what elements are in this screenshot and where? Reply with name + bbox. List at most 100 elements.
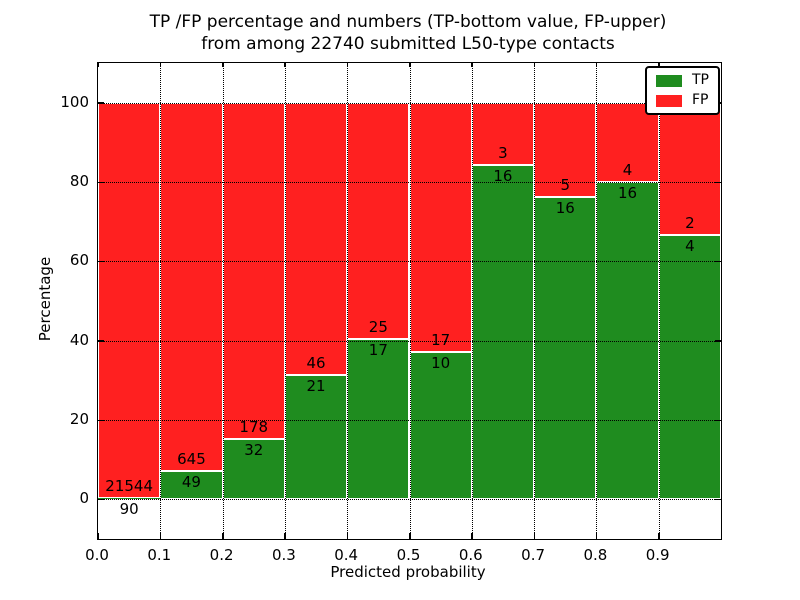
x-axis-label: Predicted probability [330, 563, 486, 581]
x-tick-mark [595, 63, 598, 67]
y-tick-mark [98, 340, 104, 342]
tp-count-label: 32 [244, 440, 264, 459]
x-tick-label: 0.7 [521, 546, 546, 564]
y-tick-label: 100 [60, 92, 89, 111]
plot-canvas: 21544 90 645 49 178 32 46 21 25 17 17 10 3 16 5 16 4 16 2 4 [98, 63, 721, 539]
legend-entry: TP [656, 73, 709, 88]
tp-bar-segment [409, 352, 472, 500]
x-tick-label: 0.6 [458, 546, 483, 564]
fp-bar-segment [284, 102, 348, 375]
tp-count-label: 16 [493, 167, 513, 186]
tp-count-label: 16 [555, 199, 575, 218]
x-tick-label: 0.0 [85, 546, 109, 564]
tp-count-label: 4 [685, 236, 695, 255]
legend-label: FP [692, 92, 709, 108]
chart-title: TP /FP percentage and numbers (TP-bottom… [8, 11, 800, 55]
y-tick-mark [715, 419, 721, 421]
fp-bar-segment [347, 102, 410, 339]
tp-count-label: 10 [431, 354, 451, 373]
chart-title-line2: from among 22740 submitted L50-type cont… [201, 34, 615, 54]
x-gridline [347, 63, 349, 539]
tp-count-label: 17 [368, 340, 388, 359]
x-gridline [658, 63, 660, 539]
legend-label: TP [692, 72, 709, 88]
x-tick-label: 0.3 [271, 546, 296, 564]
x-tick-mark [222, 533, 224, 539]
fp-count-label: 17 [431, 331, 451, 350]
x-tick-label: 0.9 [645, 546, 670, 564]
fp-count-label: 21544 [105, 476, 153, 495]
fp-count-label: 5 [560, 176, 571, 195]
x-gridline [409, 63, 411, 539]
legend: TP FP [645, 66, 720, 115]
y-tick-label: 80 [69, 172, 89, 190]
x-gridline [160, 63, 162, 539]
y-tick-label: 20 [69, 410, 89, 428]
chart-title-line1: TP /FP percentage and numbers (TP-bottom… [149, 12, 667, 32]
tp-bar-segment [222, 438, 285, 500]
y-tick-mark [715, 260, 721, 263]
x-tick-mark [533, 533, 536, 539]
fp-bar-segment [658, 102, 721, 235]
x-tick-mark [98, 533, 99, 539]
x-tick-mark [159, 533, 162, 539]
tp-bar-segment [98, 497, 161, 500]
x-tick-mark [658, 63, 660, 67]
fp-bar-segment [222, 102, 285, 439]
tp-bar-segment [534, 197, 597, 500]
y-tick-label: 60 [69, 251, 89, 270]
y-tick-mark [715, 498, 721, 501]
x-tick-mark [471, 63, 473, 67]
fp-count-label: 25 [368, 317, 388, 336]
x-gridline [471, 63, 473, 539]
x-tick-mark [595, 533, 598, 539]
x-tick-mark [98, 63, 99, 67]
tp-count-label: 16 [617, 184, 638, 202]
fp-bar-segment [160, 102, 223, 472]
x-tick-mark [658, 533, 660, 539]
x-tick-mark [284, 533, 286, 539]
x-tick-mark [159, 63, 162, 67]
x-tick-label: 0.2 [209, 546, 234, 564]
x-tick-mark [222, 63, 224, 67]
x-tick-label: 0.1 [147, 546, 172, 564]
y-tick-mark [98, 260, 104, 263]
x-tick-label: 0.5 [396, 546, 421, 564]
y-tick-mark [98, 102, 104, 104]
y-tick-mark [715, 181, 721, 183]
fp-count-label: 645 [177, 450, 206, 469]
tp-count-label: 21 [306, 377, 326, 395]
x-tick-mark [409, 63, 411, 67]
y-tick-mark [715, 340, 721, 342]
fp-count-label: 46 [306, 354, 326, 372]
x-gridline [284, 63, 286, 539]
y-tick-label: 0 [79, 489, 89, 508]
legend-entry: FP [656, 93, 709, 108]
x-tick-mark [409, 533, 411, 539]
y-tick-label: 40 [69, 330, 89, 349]
plot-area: 21544 90 645 49 178 32 46 21 25 17 17 10 3 16 5 16 4 16 2 4 [97, 62, 722, 540]
x-tick-mark [346, 533, 349, 539]
fp-count-label: 178 [239, 417, 269, 436]
y-axis-label: Percentage [36, 256, 54, 342]
tp-bar-segment [658, 234, 721, 500]
tp-bar-segment [284, 375, 348, 500]
fp-legend-swatch [656, 94, 682, 107]
fp-bar-segment [98, 102, 161, 498]
tp-count-label: 90 [119, 499, 139, 518]
tp-count-label: 49 [181, 473, 201, 492]
x-tick-mark [284, 63, 286, 67]
tp-bar-segment [471, 165, 535, 500]
fp-count-label: 2 [685, 213, 695, 232]
x-tick-label: 0.8 [583, 546, 608, 564]
x-gridline [222, 63, 224, 539]
y-tick-mark [98, 498, 104, 501]
fp-count-label: 3 [498, 144, 508, 163]
y-tick-mark [98, 419, 104, 421]
x-tick-mark [471, 533, 473, 539]
fp-bar-segment [409, 102, 472, 353]
tp-legend-swatch [656, 74, 682, 87]
x-tick-mark [533, 63, 536, 67]
y-tick-mark [98, 181, 104, 183]
